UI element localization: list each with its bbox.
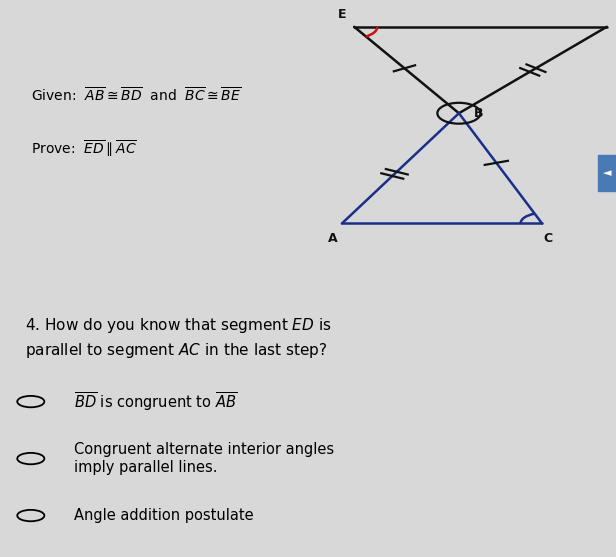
Text: Prove:  $\overline{ED} \parallel \overline{AC}$: Prove: $\overline{ED} \parallel \overlin… <box>31 139 137 159</box>
Text: Given:  $\overline{AB} \cong \overline{BD}$  and  $\overline{BC} \cong \overline: Given: $\overline{AB} \cong \overline{BD… <box>31 86 241 105</box>
Text: E: E <box>338 8 346 21</box>
Text: B: B <box>474 107 484 120</box>
Bar <box>598 155 616 190</box>
Text: C: C <box>544 232 553 246</box>
Text: Congruent alternate interior angles
imply parallel lines.: Congruent alternate interior angles impl… <box>74 442 334 475</box>
Text: A: A <box>328 232 338 246</box>
Text: $\overline{BD}$ is congruent to $\overline{AB}$: $\overline{BD}$ is congruent to $\overli… <box>74 390 237 413</box>
Text: Angle addition postulate: Angle addition postulate <box>74 508 254 523</box>
Text: 4. How do you know that segment $\mathit{ED}$ is
parallel to segment $\mathit{AC: 4. How do you know that segment $\mathit… <box>25 316 331 360</box>
Text: ◄: ◄ <box>602 168 611 178</box>
